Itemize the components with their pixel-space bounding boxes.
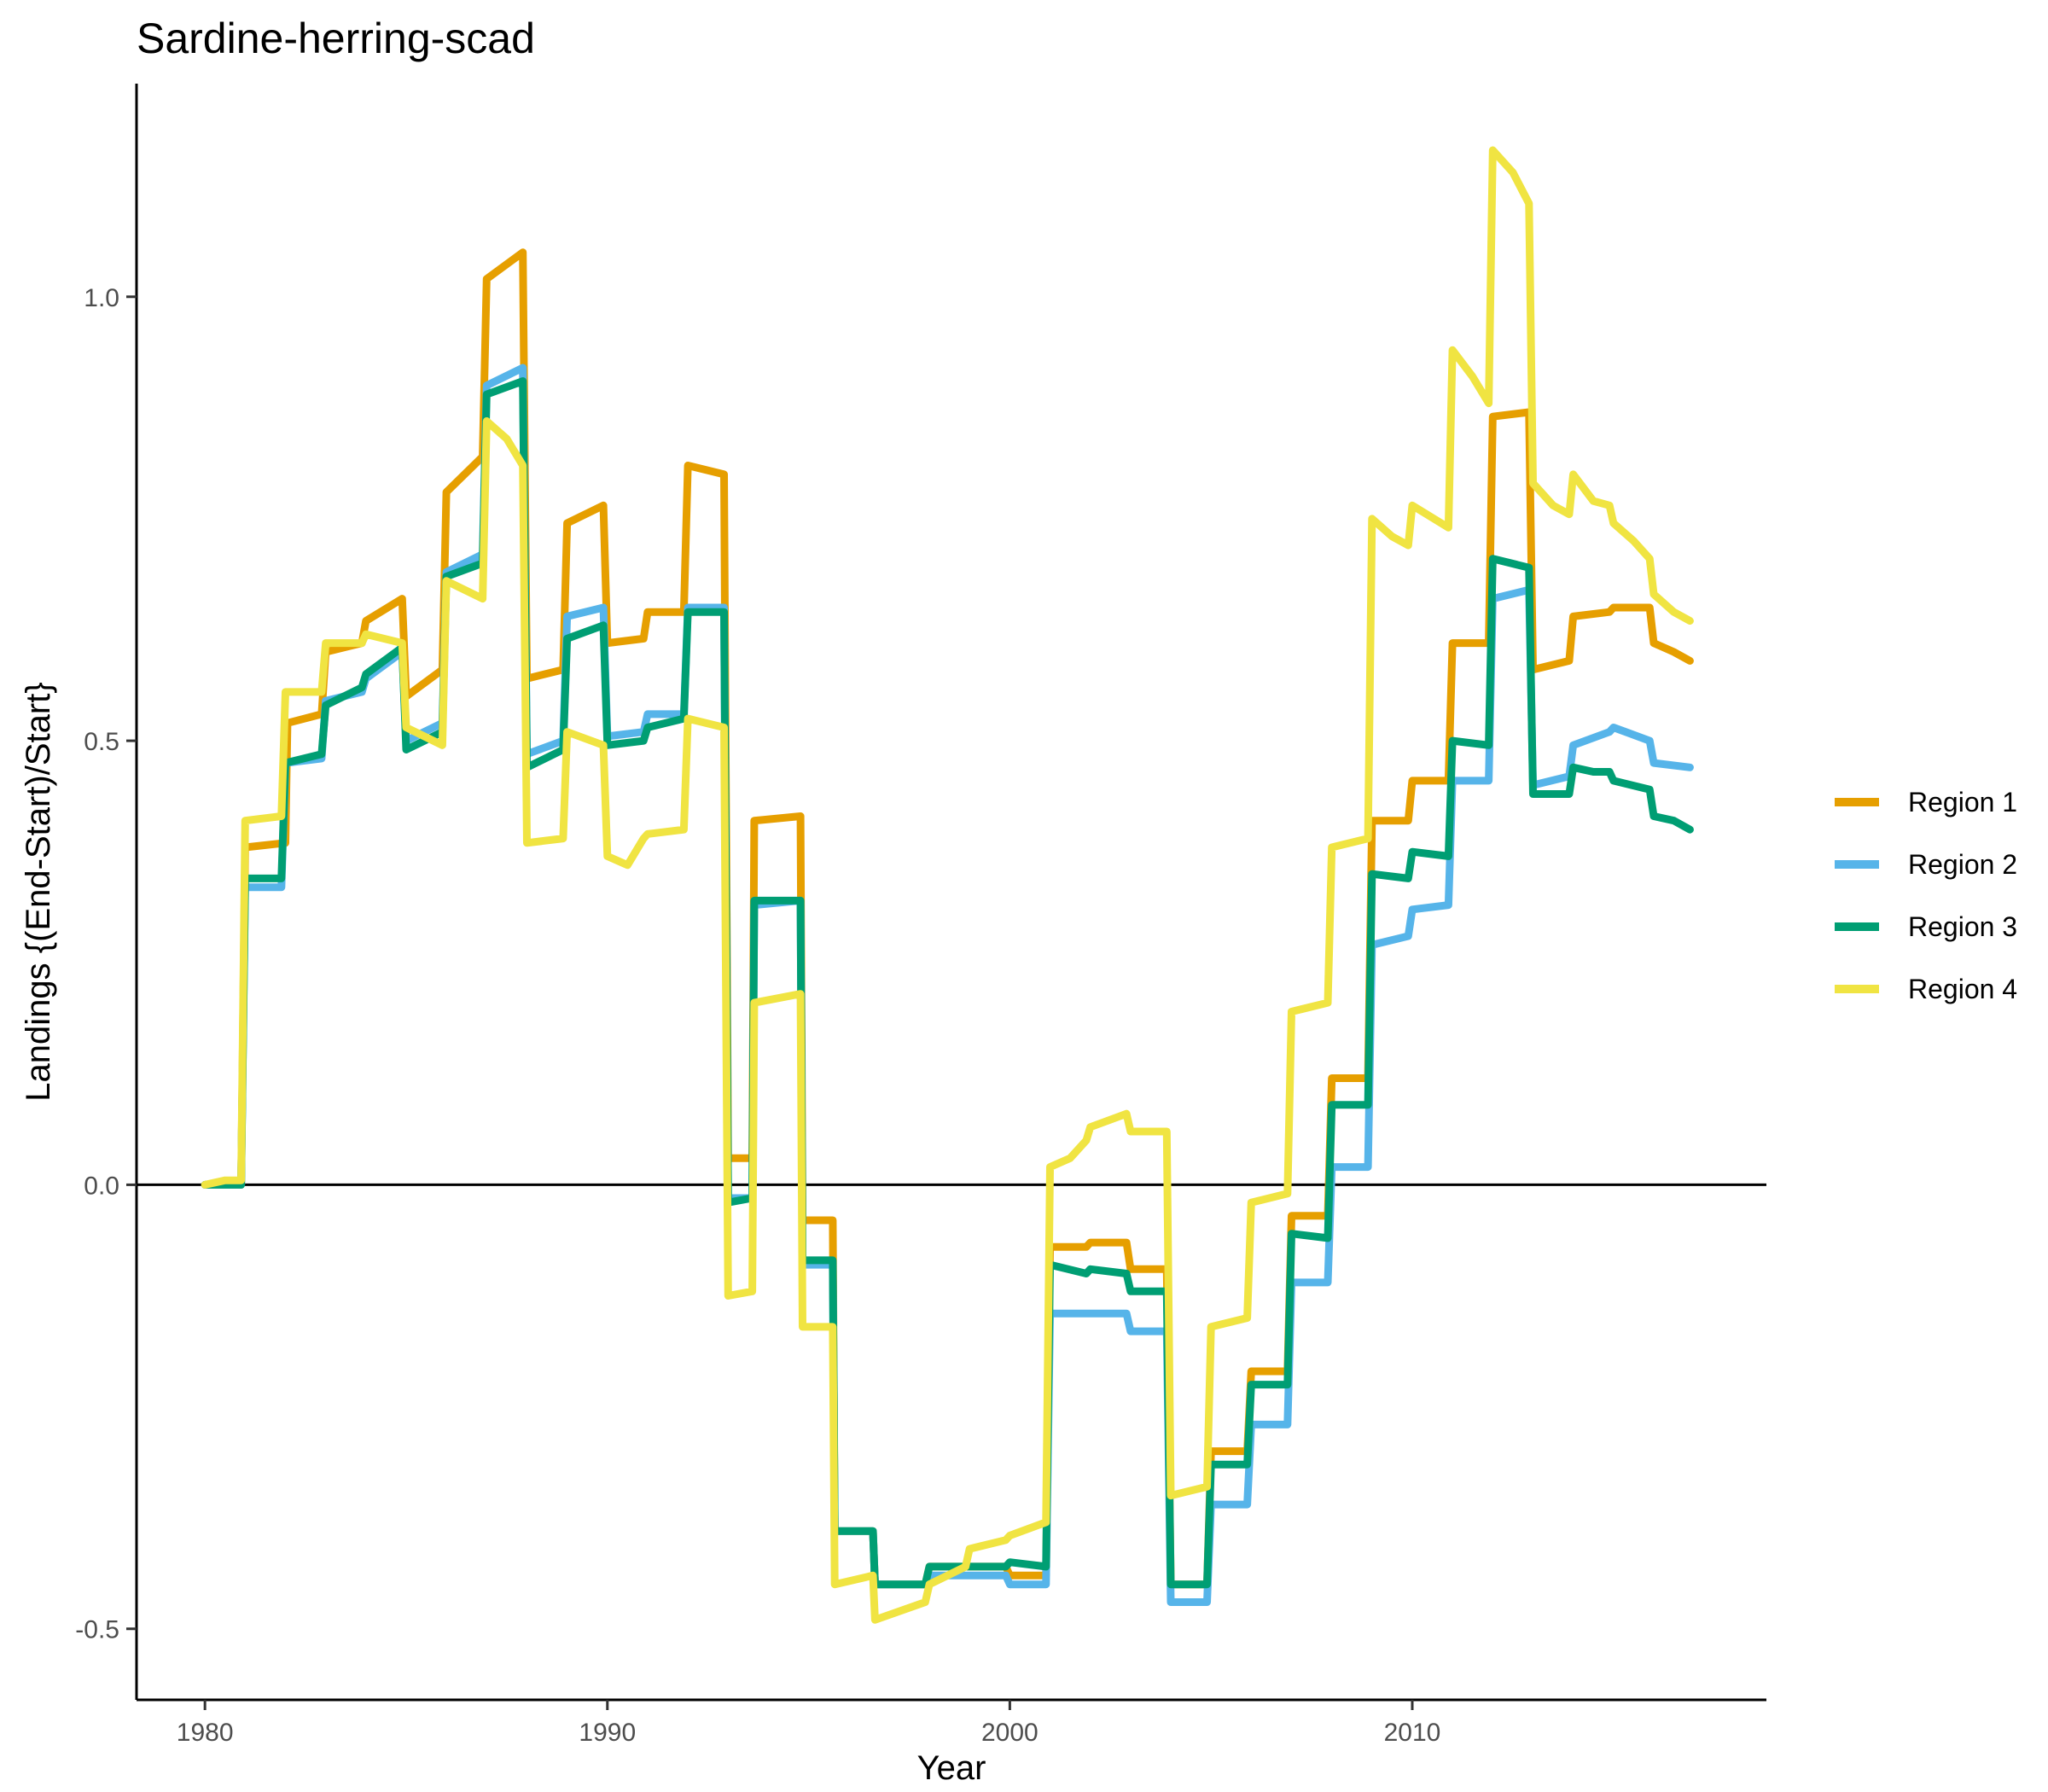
series-line-region-1 (201, 248, 1694, 1589)
legend-label-region-3: Region 3 (1908, 911, 2017, 942)
y-tick-label: -0.5 (75, 1616, 119, 1644)
legend-label-region-1: Region 1 (1908, 787, 2017, 817)
x-axis-title: Year (917, 1749, 986, 1787)
legend-label-region-4: Region 4 (1908, 974, 2017, 1004)
x-tick-label: 1990 (579, 1719, 636, 1747)
y-tick-label: 0.0 (84, 1172, 119, 1200)
chart-title: Sardine-herring-scad (137, 15, 535, 62)
legend: Region 1 Region 2 Region 3 Region 4 (1835, 787, 2017, 1004)
series-line-region-3 (201, 377, 1694, 1589)
x-tick-label: 1980 (177, 1719, 234, 1747)
y-tick-label: 1.0 (84, 284, 119, 312)
y-axis-ticks: -0.5 0.0 0.5 1.0 (75, 284, 137, 1644)
x-axis-ticks: 1980 1990 2000 2010 (177, 1700, 1441, 1747)
series-line-region-2 (201, 364, 1694, 1606)
legend-label-region-2: Region 2 (1908, 849, 2017, 880)
x-tick-label: 2000 (981, 1719, 1039, 1747)
y-axis-title: Landings {(End-Start)/Start} (20, 682, 57, 1101)
x-tick-label: 2010 (1384, 1719, 1441, 1747)
series-line-region-4 (201, 146, 1694, 1624)
plot-series-group (137, 146, 1766, 1624)
y-tick-label: 0.5 (84, 728, 119, 756)
